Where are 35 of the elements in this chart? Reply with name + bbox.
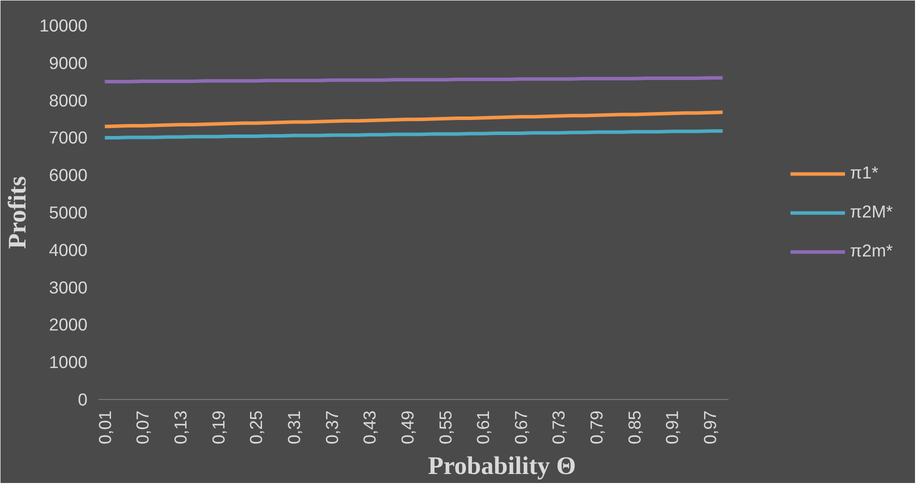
legend-label: π1* bbox=[850, 162, 880, 184]
x-tick-label: 0,01 bbox=[94, 410, 115, 444]
x-tick-label: 0,61 bbox=[473, 410, 494, 444]
x-tick-label: 0,67 bbox=[510, 410, 531, 444]
x-tick-label: 0,73 bbox=[548, 410, 569, 444]
y-tick-label: 0 bbox=[78, 390, 88, 410]
x-tick-label: 0,25 bbox=[246, 410, 266, 444]
legend-label: π2m* bbox=[850, 240, 894, 262]
x-tick-label: 0,37 bbox=[322, 410, 342, 444]
y-tick-label: 5000 bbox=[48, 202, 88, 222]
x-tick-label: 0,55 bbox=[435, 410, 456, 444]
x-tick-label: 0,19 bbox=[208, 410, 228, 444]
x-tick-label: 0,85 bbox=[624, 410, 644, 444]
line-series bbox=[103, 110, 724, 128]
x-tick-label: 0,49 bbox=[397, 410, 418, 444]
y-tick-label: 8000 bbox=[48, 90, 88, 110]
y-tick-label: 4000 bbox=[48, 240, 88, 260]
x-tick-label: 0,43 bbox=[360, 410, 380, 444]
y-tick-label: 7000 bbox=[48, 128, 88, 148]
y-axis-title: Profits bbox=[3, 176, 32, 249]
y-tick-label: 1000 bbox=[48, 352, 88, 372]
x-tick-label: 0,13 bbox=[170, 410, 190, 444]
x-tick-label: 0,79 bbox=[586, 410, 607, 444]
legend-label: π2M* bbox=[850, 202, 894, 222]
y-tick-label: 6000 bbox=[48, 165, 88, 186]
y-tick-label: 3000 bbox=[48, 277, 88, 298]
x-tick-label: 0,97 bbox=[700, 410, 720, 444]
y-tick-label: 10000 bbox=[39, 16, 88, 36]
x-axis-title: Probability Θ bbox=[428, 452, 576, 480]
x-tick-label: 0,91 bbox=[662, 410, 682, 444]
x-tick-label: 0,07 bbox=[132, 410, 153, 444]
y-tick-label: 2000 bbox=[48, 314, 88, 335]
x-tick-label: 0,31 bbox=[284, 410, 304, 444]
line-series bbox=[103, 129, 724, 140]
y-tick-label: 9000 bbox=[48, 52, 88, 73]
